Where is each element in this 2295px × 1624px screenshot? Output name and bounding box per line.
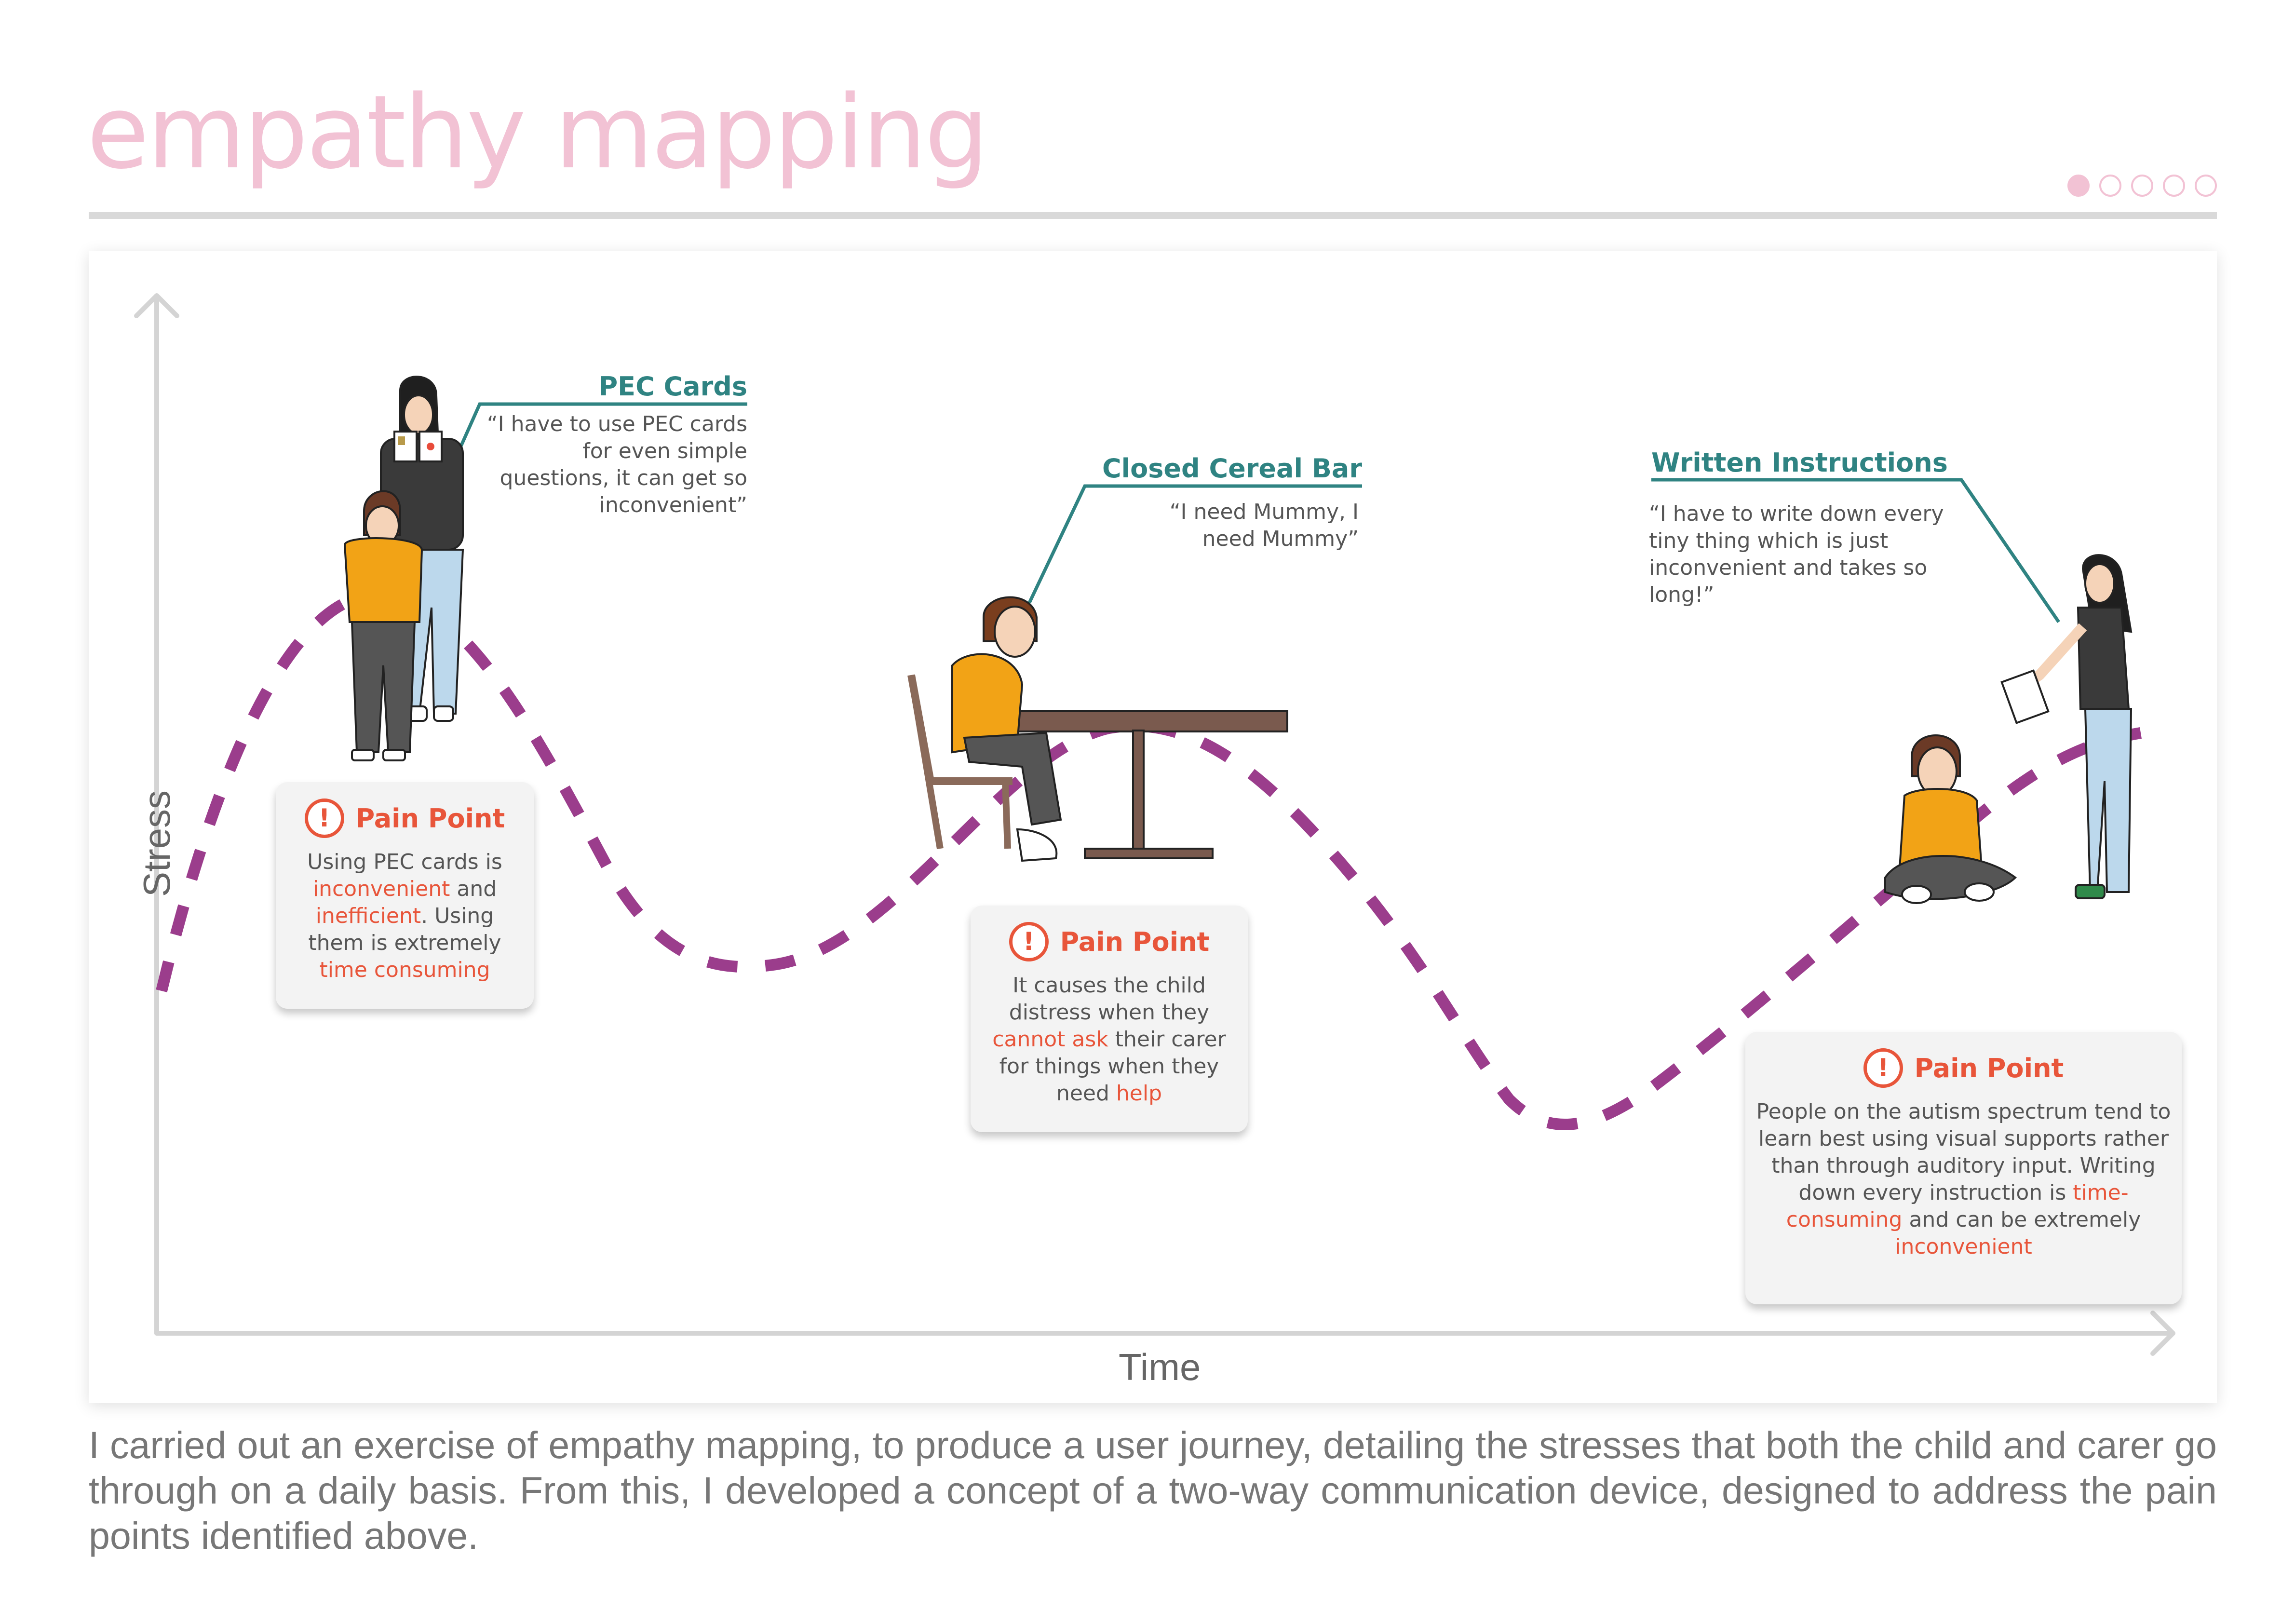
- alert-icon: !: [1009, 922, 1049, 961]
- y-axis-arrow: [134, 293, 179, 318]
- carer-with-instructions-figure: [1884, 554, 2133, 904]
- callout-written-instructions-quote: “I have to write down every tiny thing w…: [1649, 501, 1944, 607]
- x-axis-arrow: [2150, 1311, 2175, 1356]
- leader-written-instructions: [1651, 478, 2060, 623]
- callout-written-instructions-title: Written Instructions: [1651, 447, 1948, 478]
- callout-leaders: [454, 402, 2060, 623]
- pain-point-text: People on the autism spectrum tend to le…: [1756, 1099, 2171, 1259]
- leader-pec-cards: [454, 402, 747, 459]
- x-axis-label: Time: [1119, 1346, 1201, 1388]
- page-dot[interactable]: [2195, 175, 2217, 197]
- carer-with-pec-cards-figure: [343, 376, 464, 761]
- pain-point-text: It causes the child distress when they c…: [992, 973, 1226, 1106]
- page-dot[interactable]: [2163, 175, 2185, 197]
- page-dot-active[interactable]: [2067, 175, 2090, 197]
- alert-icon: !: [304, 798, 344, 838]
- pain-point-title: Pain Point: [1914, 1053, 2064, 1083]
- pain-point-card: ! Pain Point It causes the child distres…: [971, 906, 1248, 1132]
- pain-point-title: Pain Point: [355, 803, 505, 834]
- callout-pec-cards-title: PEC Cards: [598, 371, 747, 402]
- y-axis-label: Stress: [135, 790, 178, 897]
- child-at-table-figure: [907, 596, 1288, 862]
- pain-point-card: ! Pain Point People on the autism spectr…: [1745, 1032, 2182, 1304]
- axes: [134, 293, 2175, 1356]
- callout-pec-cards-quote: “I have to use PEC cards for even simple…: [486, 412, 747, 517]
- page-dot[interactable]: [2099, 175, 2121, 197]
- page-title: empathy mapping: [87, 73, 989, 191]
- pain-point-title: Pain Point: [1060, 926, 1210, 957]
- callout-cereal-bar-title: Closed Cereal Bar: [1102, 453, 1362, 484]
- leader-cereal-bar: [1027, 484, 1362, 604]
- page-dot[interactable]: [2131, 175, 2153, 197]
- title-divider: [89, 212, 2217, 219]
- summary-caption: I carried out an exercise of empathy map…: [89, 1423, 2217, 1557]
- page-indicator: [2067, 175, 2217, 197]
- callout-cereal-bar-quote: “I need Mummy, I need Mummy”: [1169, 500, 1359, 551]
- pain-point-card: ! Pain Point Using PEC cards is inconven…: [276, 782, 534, 1009]
- pain-point-text: Using PEC cards is inconvenient and inef…: [307, 850, 502, 982]
- alert-icon: !: [1863, 1048, 1903, 1088]
